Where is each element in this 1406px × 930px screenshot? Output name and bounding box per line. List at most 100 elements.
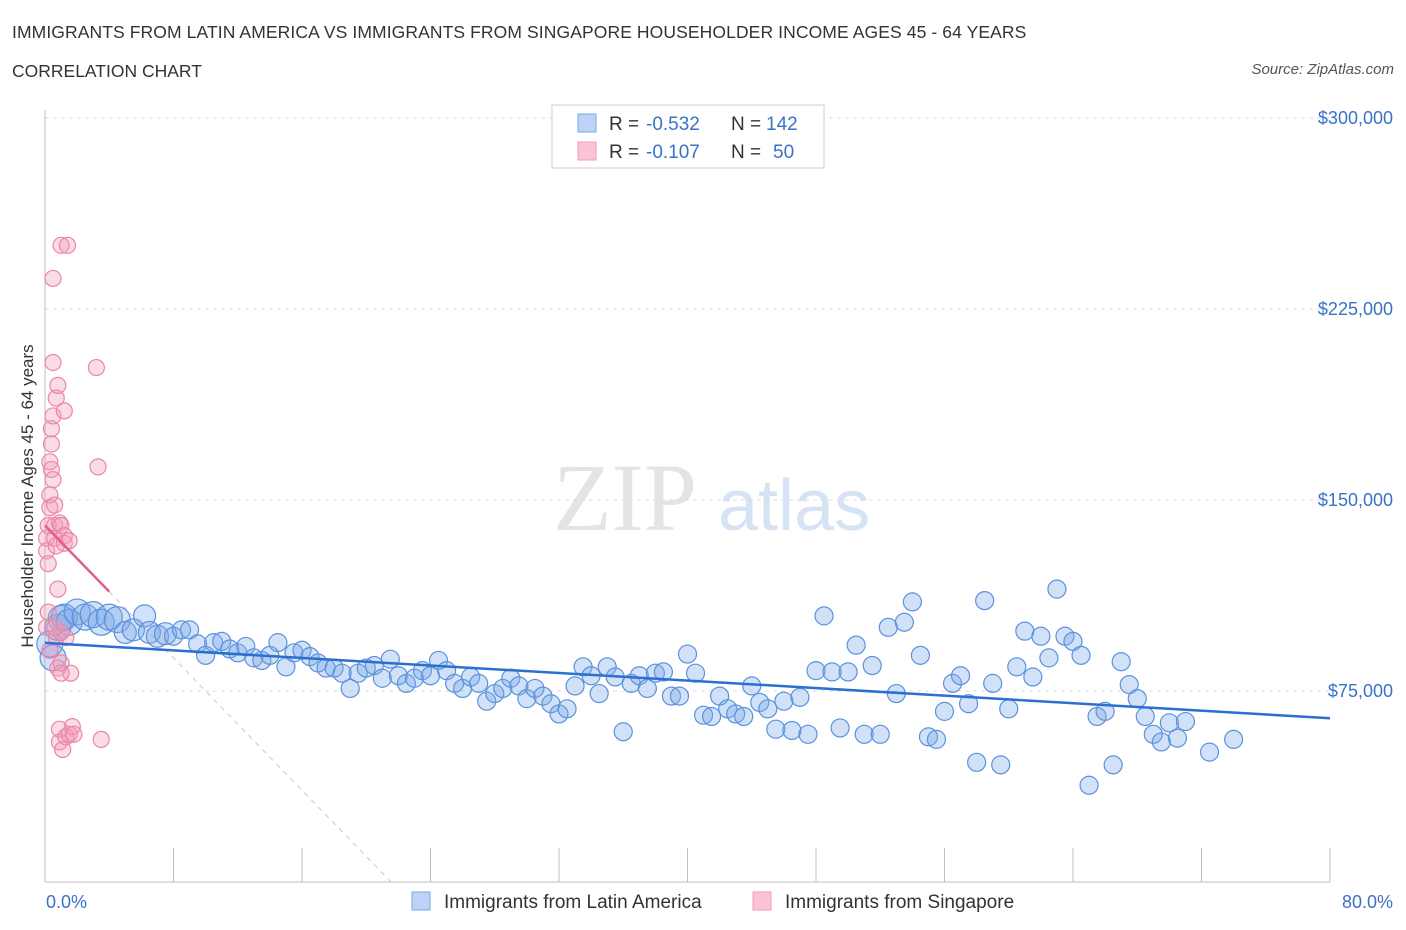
latin-point-134 [1095,701,1115,721]
latin-point-144 [1175,711,1196,732]
latin-point-131 [1071,645,1091,665]
y-tick-label-0: $75,000 [1328,681,1393,701]
latin-point-39 [332,663,352,683]
singapore-point-23 [49,659,67,677]
x-tick-label-max: 80.0% [1342,892,1393,912]
trend-lines [44,524,1331,720]
singapore-point-9 [42,435,61,453]
singapore-point-27 [50,514,69,532]
singapore-point-13 [44,269,62,288]
chart-subtitle: CORRELATION CHART [12,61,202,81]
latin-point-44 [372,668,392,688]
latin-point-46 [388,666,408,686]
latin-point-98 [806,661,826,681]
latin-point-56 [469,673,489,693]
latin-point-136 [1111,652,1131,672]
latin-point-81 [669,686,690,706]
latin-point-113 [926,729,947,749]
latin-point-115 [942,673,963,693]
latin-point-138 [1127,689,1147,709]
latin-point-12 [113,620,137,645]
latin-point-111 [910,645,931,665]
legend-n-label-latin: N = [731,114,761,135]
latin-point-31 [268,633,288,653]
singapore-point-47 [52,664,70,682]
latin-point-40 [340,678,360,699]
singapore-point-28 [52,236,70,254]
singapore-points [38,236,110,759]
legend-swatch-latin [577,113,597,133]
latin-point-119 [975,590,995,611]
latin-point-84 [693,705,714,725]
stats-legend: R = -0.532 N = 142 R = -0.107 N = 50 [551,104,825,169]
latin-point-141 [1151,732,1171,752]
stats-legend-box [551,104,825,169]
y-tick-labels: $75,000 $150,000 $225,000 $300,000 [1318,108,1393,701]
latin-point-125 [1023,667,1043,687]
latin-point-89 [734,706,754,727]
singapore-point-14 [44,407,62,425]
latin-point-16 [145,624,170,648]
watermark: ZIP atlas [553,444,870,551]
legend-r-label-latin: R = [609,114,639,135]
latin-point-104 [854,724,874,744]
latin-point-64 [533,686,553,706]
latin-point-135 [1103,755,1123,775]
latin-point-116 [950,666,971,686]
latin-point-101 [830,718,850,738]
latin-point-63 [525,678,545,699]
chart-title: IMMIGRANTS FROM LATIN AMERICA VS IMMIGRA… [12,22,1027,42]
latin-point-57 [477,691,497,711]
axes [44,110,1331,883]
singapore-point-46 [92,730,110,748]
latin-point-93 [766,719,786,739]
latin-point-19 [171,620,192,640]
latin-point-110 [902,592,922,612]
latin-point-122 [999,699,1019,719]
latin-point-71 [589,683,609,704]
legend-r-value-latin: -0.532 [646,114,700,135]
watermark-atlas: atlas [718,466,870,546]
grid-lines [45,117,1330,692]
latin-point-96 [790,687,810,707]
latin-point-146 [1224,729,1244,749]
singapore-point-15 [44,471,62,489]
latin-point-68 [565,676,585,696]
latin-point-120 [983,673,1003,693]
latin-point-109 [894,612,914,632]
latin-point-121 [991,755,1011,775]
singapore-point-33 [55,402,73,420]
latin-point-74 [613,722,633,742]
latin-trend-line [44,641,1331,720]
latin-point-97 [798,724,818,744]
singapore-point-6 [41,499,59,517]
singapore-trend-line [44,524,111,593]
latin-point-124 [1015,621,1035,641]
bottom-legend-label-latin: Immigrants from Latin America [444,892,702,913]
latin-point-62 [517,689,537,709]
y-tick-label-2: $225,000 [1318,299,1393,319]
singapore-point-41 [62,664,80,682]
singapore-point-36 [57,628,75,647]
latin-point-139 [1135,706,1155,727]
singapore-trend-extension [108,591,392,883]
latin-point-80 [661,686,682,706]
singapore-point-24 [49,580,67,598]
latin-point-143 [1167,728,1188,748]
singapore-point-5 [39,603,57,621]
latin-point-79 [653,662,674,682]
legend-n-label-singapore: N = [731,142,761,163]
latin-point-117 [958,694,979,714]
watermark-zip: ZIP [553,444,697,551]
latin-point-67 [557,699,577,719]
legend-n-value-latin: 142 [766,114,798,135]
latin-point-45 [380,649,400,669]
singapore-point-39 [60,532,78,550]
bottom-legend-label-singapore: Immigrants from Singapore [785,892,1014,913]
singapore-point-19 [47,389,65,407]
singapore-point-16 [46,496,64,514]
latin-point-126 [1031,626,1051,646]
latin-point-92 [758,699,778,719]
latin-point-48 [404,668,425,688]
